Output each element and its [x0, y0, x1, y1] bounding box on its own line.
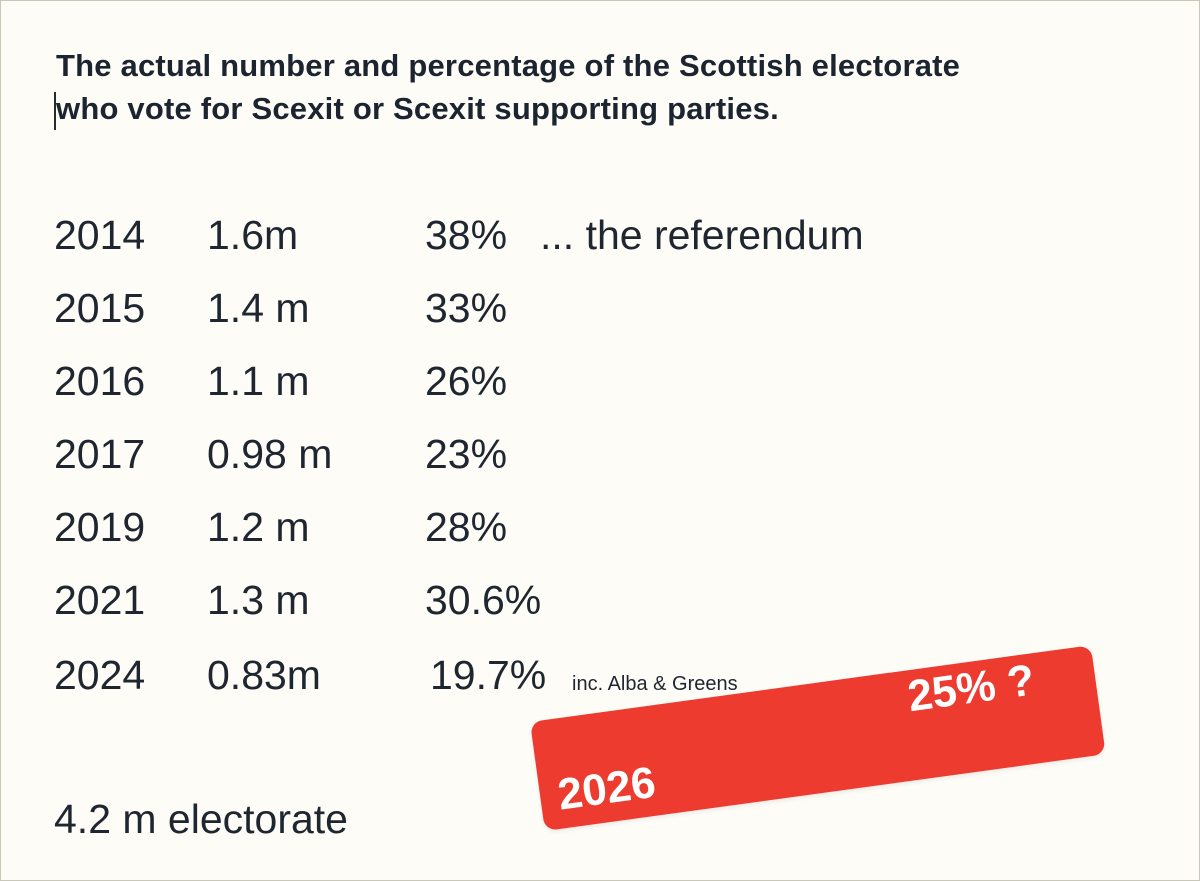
row-percent: 23%: [425, 431, 508, 477]
row-year: 2014: [54, 212, 146, 258]
row-percent: 38%: [425, 212, 508, 258]
row-small-note: inc. Alba & Greens: [572, 673, 738, 695]
row-number: 1.1 m: [207, 358, 310, 404]
row-number: 1.6m: [207, 212, 299, 258]
row-percent: 33%: [425, 285, 508, 331]
row-number: 1.3 m: [207, 577, 310, 623]
badge-year: 2026: [554, 757, 659, 820]
row-year: 2021: [54, 577, 146, 623]
row-number: 0.83m: [207, 652, 321, 698]
row-year: 2016: [54, 358, 146, 404]
title-line-2: who vote for Scexit or Scexit supporting…: [56, 91, 779, 126]
row-year: 2024: [54, 652, 146, 698]
row-percent: 19.7%: [430, 652, 547, 698]
row-year: 2017: [54, 431, 146, 477]
row-percent: 28%: [425, 504, 508, 550]
row-number: 1.4 m: [207, 285, 310, 331]
row-note: ... the referendum: [540, 212, 864, 258]
text-cursor: [54, 92, 56, 130]
title-line-1: The actual number and percentage of the …: [56, 48, 961, 83]
row-number: 0.98 m: [207, 431, 333, 477]
row-year: 2015: [54, 285, 146, 331]
row-number: 1.2 m: [207, 504, 310, 550]
row-percent: 26%: [425, 358, 508, 404]
page-title: The actual number and percentage of the …: [56, 44, 1136, 130]
row-year: 2019: [54, 504, 146, 550]
row-percent: 30.6%: [425, 577, 542, 623]
electorate-total: 4.2 m electorate: [54, 796, 348, 842]
